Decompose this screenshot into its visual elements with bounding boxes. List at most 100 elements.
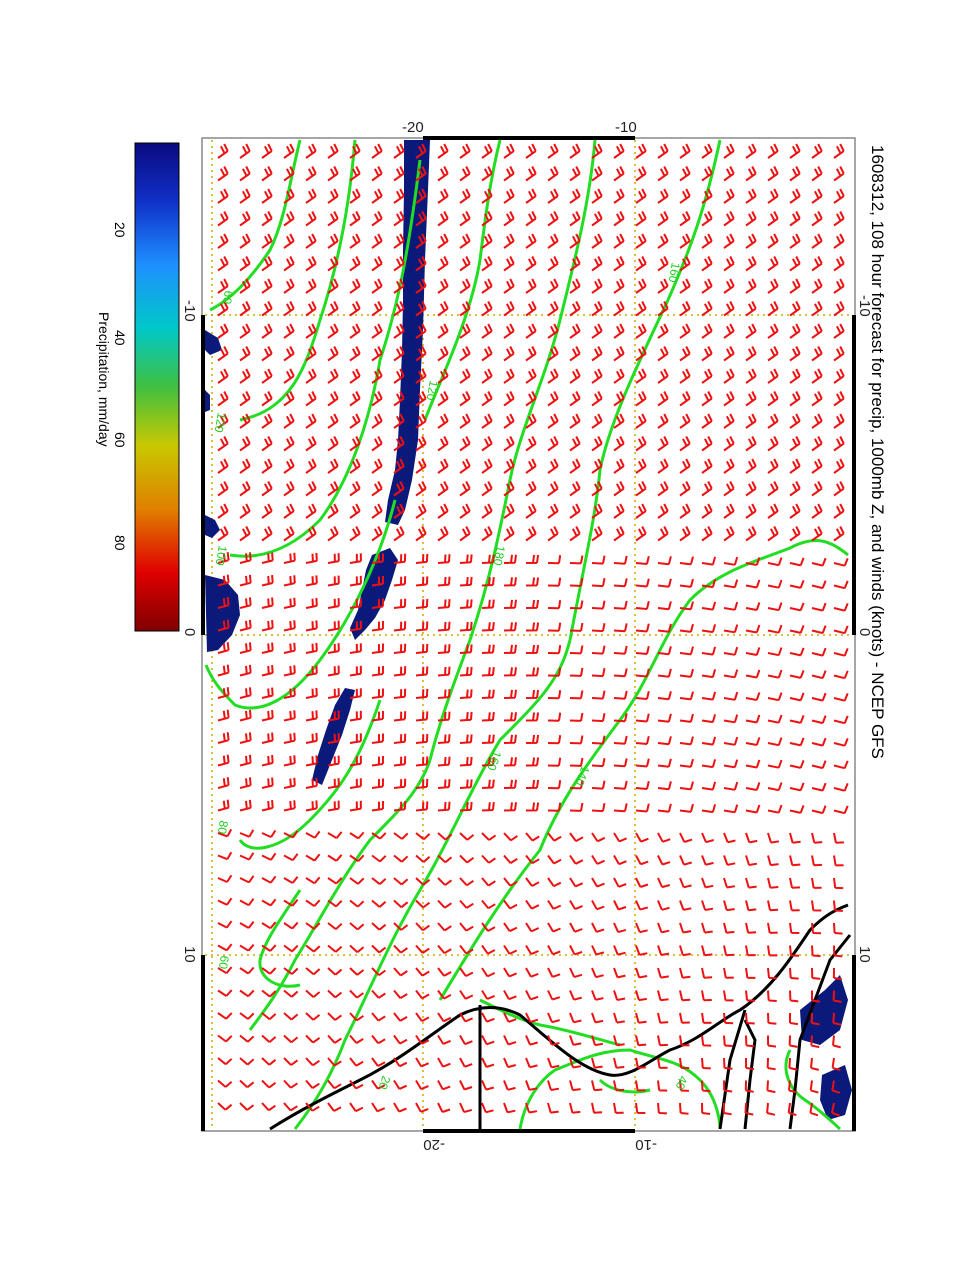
- wind-barb: [789, 855, 801, 867]
- contour-label: 40: [673, 1074, 691, 1092]
- wind-barb: [503, 233, 515, 249]
- wind-barb: [723, 691, 739, 701]
- wind-barb: [635, 188, 647, 204]
- wind-barb: [789, 602, 805, 612]
- wind-barb: [547, 735, 562, 745]
- wind-barb: [767, 602, 783, 612]
- wind-barb: [569, 757, 584, 767]
- wind-barb: [459, 644, 473, 654]
- wind-barb: [261, 256, 273, 272]
- wind-barb: [261, 436, 273, 452]
- wind-barb: [393, 1102, 407, 1113]
- wind-barb: [591, 1057, 603, 1069]
- wind-barb: [415, 877, 431, 886]
- wind-barb: [239, 852, 255, 861]
- wind-barb: [437, 832, 453, 841]
- wind-barb: [569, 233, 581, 249]
- precip-blob-5: [205, 390, 210, 412]
- wind-barb: [283, 575, 296, 587]
- wind-barb: [283, 944, 299, 953]
- wind-barb: [701, 166, 713, 182]
- wind-barb: [657, 301, 669, 317]
- wind-barb: [613, 391, 625, 407]
- wind-barb: [723, 436, 735, 452]
- wind-barb: [261, 829, 277, 839]
- wind-barb: [547, 832, 562, 842]
- wind-barb: [591, 803, 606, 813]
- colorbar-label: Precipitation, mm/day: [96, 312, 112, 447]
- wind-barb: [547, 278, 559, 294]
- wind-barb: [591, 623, 606, 633]
- wind-barb: [393, 458, 405, 474]
- wind-barb: [745, 301, 757, 317]
- wind-barb: [239, 1057, 255, 1066]
- wind-barb: [305, 800, 318, 812]
- wind-barb: [723, 211, 735, 227]
- wind-barb: [459, 1012, 474, 1023]
- wind-barb: [327, 967, 343, 976]
- wind-barb: [788, 1057, 798, 1071]
- wind-barb: [635, 256, 647, 272]
- wind-barb: [635, 1012, 647, 1024]
- wind-barb: [503, 922, 518, 933]
- wind-barb: [459, 481, 471, 497]
- wind-barb: [745, 855, 758, 866]
- wind-barb: [547, 346, 559, 362]
- wind-barb: [745, 481, 757, 497]
- wind-barb: [261, 1079, 277, 1089]
- wind-barb: [525, 944, 539, 956]
- wind-barb: [371, 598, 384, 609]
- wind-barb: [569, 1035, 582, 1046]
- wind-barb: [613, 900, 627, 911]
- wind-barb: [261, 552, 274, 564]
- wind-barb: [723, 481, 735, 497]
- wind-barb: [613, 803, 628, 813]
- wind-barb: [547, 323, 559, 339]
- wind-barb: [789, 647, 805, 657]
- wind-barb: [547, 301, 559, 317]
- wind-barb: [591, 967, 604, 979]
- wind-barb: [657, 413, 669, 429]
- wind-barb: [525, 323, 537, 339]
- wind-barb: [547, 622, 562, 632]
- wind-barb: [679, 413, 691, 429]
- wind-barb: [745, 877, 757, 889]
- wind-barb: [415, 944, 430, 954]
- wind-barb: [349, 503, 361, 519]
- wind-barb: [547, 757, 562, 767]
- wind-barb: [635, 301, 647, 317]
- wind-barb: [327, 688, 340, 699]
- wind-barb: [701, 526, 713, 542]
- wind-barb: [613, 555, 628, 565]
- wind-barb: [701, 624, 717, 634]
- wind-barb: [811, 413, 823, 429]
- wind-barb: [591, 256, 603, 272]
- wind-barb: [723, 646, 739, 656]
- wind-barb: [833, 855, 844, 867]
- wind-barb: [371, 778, 384, 789]
- wind-barb: [613, 346, 625, 362]
- wind-barb: [305, 166, 317, 182]
- wind-barb: [261, 413, 273, 429]
- wind-barb: [459, 1057, 473, 1068]
- precip-blob-7: [800, 975, 848, 1045]
- wind-barb: [701, 256, 713, 272]
- wind-barb: [679, 143, 691, 159]
- wind-barb: [745, 692, 761, 701]
- wind-barb: [415, 553, 429, 564]
- wind-barb: [745, 143, 757, 159]
- wind-barb: [767, 458, 779, 474]
- wind-barb: [811, 166, 823, 182]
- wind-barb: [415, 1102, 429, 1113]
- wind-barb: [217, 851, 233, 861]
- wind-barb: [437, 554, 451, 564]
- wind-barb: [503, 990, 517, 1001]
- wind-barb: [503, 667, 517, 677]
- wind-barb: [459, 391, 471, 407]
- wind-barb: [393, 391, 405, 407]
- wind-barb: [745, 233, 757, 249]
- wind-barb: [569, 832, 584, 842]
- wind-barb: [459, 621, 473, 632]
- wind-barb: [657, 601, 672, 611]
- wind-barb: [261, 732, 274, 744]
